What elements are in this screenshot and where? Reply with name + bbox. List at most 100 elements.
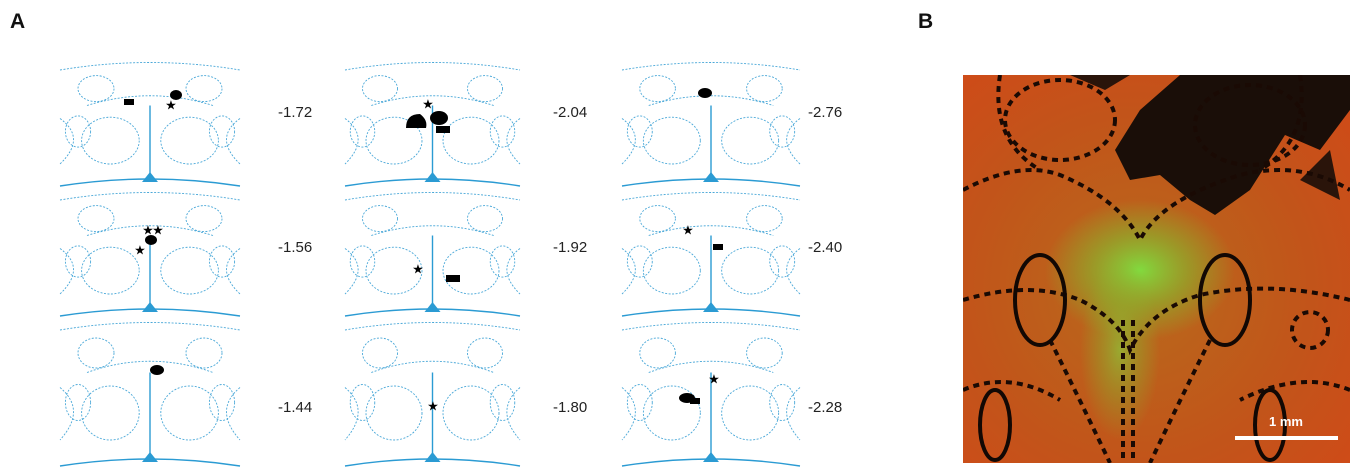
nucleus xyxy=(468,76,503,102)
nucleus xyxy=(747,206,783,232)
star: ★ xyxy=(412,261,424,276)
outline xyxy=(60,323,240,331)
star: ★ xyxy=(165,97,177,112)
region xyxy=(371,226,494,236)
blob xyxy=(150,365,164,375)
section-coordinate: -1.56 xyxy=(278,239,312,256)
region xyxy=(209,116,234,147)
blob xyxy=(436,126,450,133)
region xyxy=(87,96,213,106)
nucleus xyxy=(186,338,222,368)
region xyxy=(443,117,499,164)
region xyxy=(649,226,774,236)
blob xyxy=(446,275,460,282)
star: ★ xyxy=(422,96,434,111)
ventricle-base xyxy=(703,172,719,182)
figure: A B ★★★★★★★★★ -1.72-1.56-1.44-2.04-1.92-… xyxy=(0,0,1358,476)
region xyxy=(65,246,90,277)
region xyxy=(350,385,375,421)
region xyxy=(443,386,499,440)
blob xyxy=(406,114,426,128)
injection-marks xyxy=(124,88,723,404)
region xyxy=(770,116,795,147)
blob xyxy=(430,111,448,125)
ventricle-base xyxy=(703,452,719,462)
section-coordinate: -2.28 xyxy=(808,399,842,416)
region xyxy=(371,361,494,372)
region xyxy=(209,385,234,421)
region xyxy=(627,246,652,277)
blob xyxy=(713,244,723,250)
region xyxy=(643,117,700,164)
region xyxy=(350,246,375,277)
star: ★ xyxy=(152,222,164,237)
section-coordinate: -2.76 xyxy=(808,104,842,121)
region xyxy=(443,247,499,294)
region xyxy=(161,117,219,164)
nucleus xyxy=(468,206,503,232)
outline xyxy=(345,323,520,331)
histology-image: 1 mm xyxy=(963,75,1350,463)
ventricle-base xyxy=(703,302,719,312)
region xyxy=(627,385,652,421)
region xyxy=(490,246,515,277)
blob xyxy=(124,99,134,105)
nucleus xyxy=(640,338,676,368)
section-coordinate: -1.80 xyxy=(553,399,587,416)
region xyxy=(649,96,774,106)
ventricle-base xyxy=(142,302,158,312)
panel-label: A xyxy=(10,10,25,33)
scale-bar-label: 1 mm xyxy=(1269,414,1303,429)
region xyxy=(161,386,219,440)
star: ★ xyxy=(134,242,146,257)
region xyxy=(87,361,213,372)
outline xyxy=(622,193,800,201)
outline xyxy=(622,63,800,71)
region xyxy=(490,116,515,147)
region xyxy=(82,247,140,294)
star: ★ xyxy=(708,371,720,386)
region xyxy=(82,117,140,164)
ventricle-base xyxy=(425,452,441,462)
nucleus xyxy=(747,338,783,368)
region xyxy=(65,385,90,421)
section-coordinate: -2.40 xyxy=(808,239,842,256)
panel-label: B xyxy=(918,10,933,33)
nucleus xyxy=(78,338,114,368)
region xyxy=(770,246,795,277)
nucleus xyxy=(747,76,783,102)
star: ★ xyxy=(682,222,694,237)
region xyxy=(490,385,515,421)
nucleus xyxy=(78,206,114,232)
ventricle-base xyxy=(142,172,158,182)
region xyxy=(770,385,795,421)
nucleus xyxy=(640,76,676,102)
outline xyxy=(622,323,800,331)
region xyxy=(722,117,779,164)
section-labels: -1.72 -1.56 -1.44 -2.04 -1.92 -1.80 -2.76 -2.40… xyxy=(278,104,842,416)
star: ★ xyxy=(427,398,439,413)
section-coordinate: -1.92 xyxy=(553,239,587,256)
blob xyxy=(690,398,700,404)
outline xyxy=(345,63,520,71)
nucleus xyxy=(186,76,222,102)
region xyxy=(209,246,234,277)
ventricle-base xyxy=(425,172,441,182)
section-coordinate: -1.72 xyxy=(278,104,312,121)
fluorescence xyxy=(1080,260,1160,440)
section-coordinate: -2.04 xyxy=(553,104,587,121)
nucleus xyxy=(78,76,114,102)
nucleus xyxy=(363,338,398,368)
outline xyxy=(60,193,240,201)
ventricle-base xyxy=(142,452,158,462)
section-coordinate: -1.44 xyxy=(278,399,312,416)
nucleus xyxy=(186,206,222,232)
region xyxy=(350,116,375,147)
region xyxy=(366,386,422,440)
nucleus xyxy=(363,76,398,102)
blob xyxy=(698,88,712,98)
region xyxy=(65,116,90,147)
region xyxy=(82,386,140,440)
region xyxy=(161,247,219,294)
region xyxy=(627,116,652,147)
